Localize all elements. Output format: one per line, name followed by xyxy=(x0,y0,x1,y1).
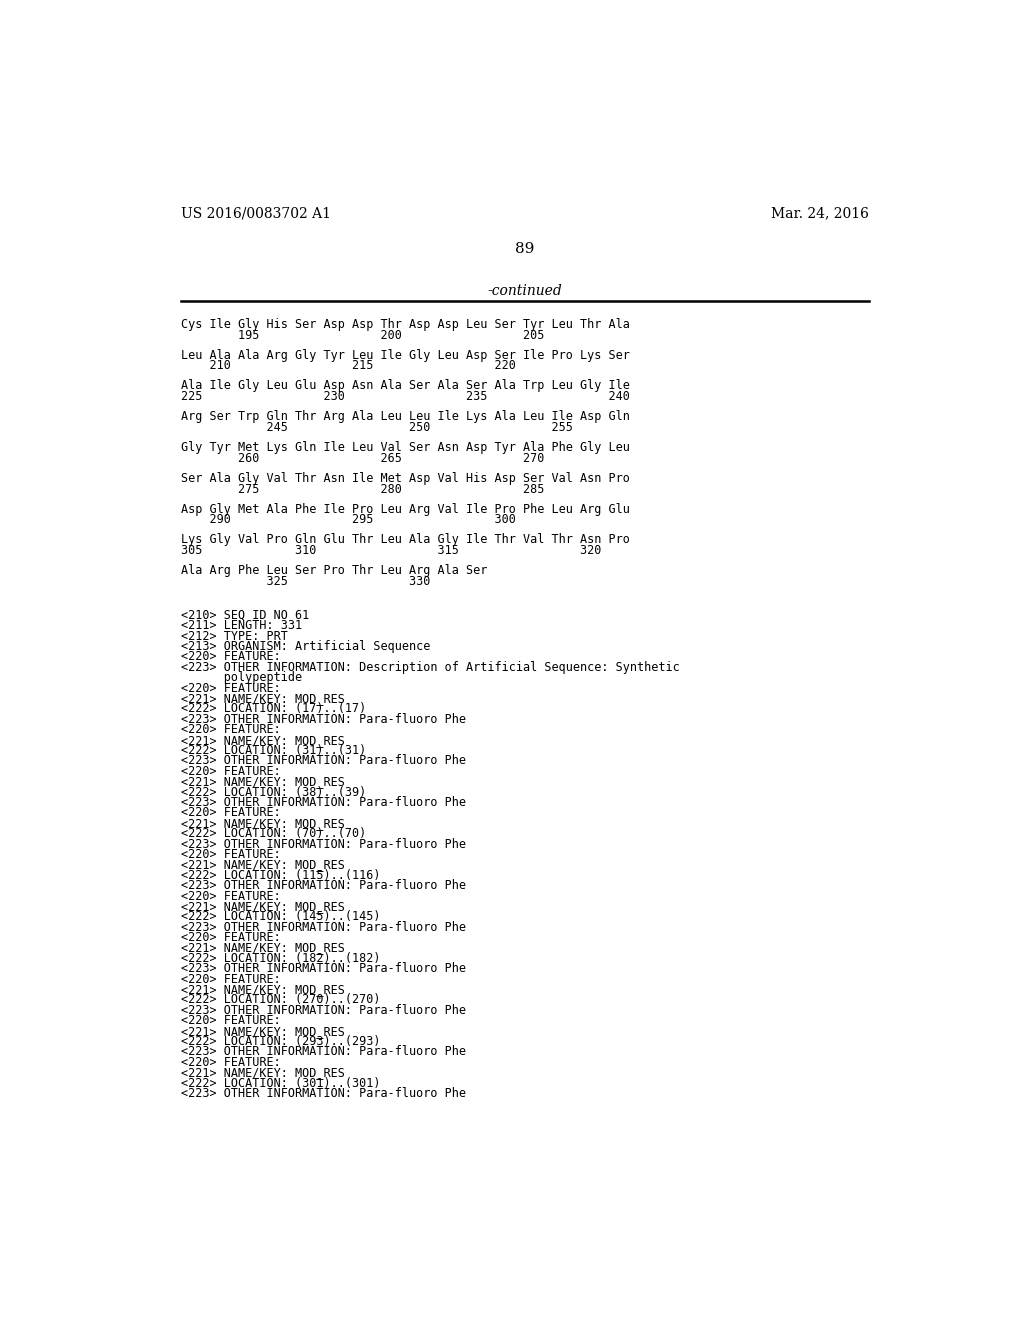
Text: <221> NAME/KEY: MOD_RES: <221> NAME/KEY: MOD_RES xyxy=(180,900,344,913)
Text: <221> NAME/KEY: MOD_RES: <221> NAME/KEY: MOD_RES xyxy=(180,775,344,788)
Text: <222> LOCATION: (115)..(116): <222> LOCATION: (115)..(116) xyxy=(180,869,380,882)
Text: <210> SEQ ID NO 61: <210> SEQ ID NO 61 xyxy=(180,609,309,622)
Text: 245                 250                 255: 245 250 255 xyxy=(180,421,572,434)
Text: polypeptide: polypeptide xyxy=(180,671,302,684)
Text: 305             310                 315                 320: 305 310 315 320 xyxy=(180,544,601,557)
Text: <212> TYPE: PRT: <212> TYPE: PRT xyxy=(180,630,288,643)
Text: <221> NAME/KEY: MOD_RES: <221> NAME/KEY: MOD_RES xyxy=(180,941,344,954)
Text: <220> FEATURE:: <220> FEATURE: xyxy=(180,847,281,861)
Text: <220> FEATURE:: <220> FEATURE: xyxy=(180,1014,281,1027)
Text: <211> LENGTH: 331: <211> LENGTH: 331 xyxy=(180,619,302,632)
Text: 89: 89 xyxy=(515,242,535,256)
Text: <222> LOCATION: (145)..(145): <222> LOCATION: (145)..(145) xyxy=(180,911,380,923)
Text: 260                 265                 270: 260 265 270 xyxy=(180,451,544,465)
Text: Mar. 24, 2016: Mar. 24, 2016 xyxy=(771,206,869,220)
Text: Asp Gly Met Ala Phe Ile Pro Leu Arg Val Ile Pro Phe Leu Arg Glu: Asp Gly Met Ala Phe Ile Pro Leu Arg Val … xyxy=(180,503,630,516)
Text: <223> OTHER INFORMATION: Para-fluoro Phe: <223> OTHER INFORMATION: Para-fluoro Phe xyxy=(180,1003,466,1016)
Text: <222> LOCATION: (70)..(70): <222> LOCATION: (70)..(70) xyxy=(180,828,366,840)
Text: <221> NAME/KEY: MOD_RES: <221> NAME/KEY: MOD_RES xyxy=(180,817,344,830)
Text: <220> FEATURE:: <220> FEATURE: xyxy=(180,651,281,664)
Text: Ala Ile Gly Leu Glu Asp Asn Ala Ser Ala Ser Ala Trp Leu Gly Ile: Ala Ile Gly Leu Glu Asp Asn Ala Ser Ala … xyxy=(180,379,630,392)
Text: <223> OTHER INFORMATION: Description of Artificial Sequence: Synthetic: <223> OTHER INFORMATION: Description of … xyxy=(180,661,680,673)
Text: <222> LOCATION: (17)..(17): <222> LOCATION: (17)..(17) xyxy=(180,702,366,715)
Text: <220> FEATURE:: <220> FEATURE: xyxy=(180,807,281,820)
Text: <221> NAME/KEY: MOD_RES: <221> NAME/KEY: MOD_RES xyxy=(180,1024,344,1038)
Text: <223> OTHER INFORMATION: Para-fluoro Phe: <223> OTHER INFORMATION: Para-fluoro Phe xyxy=(180,1088,466,1100)
Text: Leu Ala Ala Arg Gly Tyr Leu Ile Gly Leu Asp Ser Ile Pro Lys Ser: Leu Ala Ala Arg Gly Tyr Leu Ile Gly Leu … xyxy=(180,348,630,362)
Text: US 2016/0083702 A1: US 2016/0083702 A1 xyxy=(180,206,331,220)
Text: <223> OTHER INFORMATION: Para-fluoro Phe: <223> OTHER INFORMATION: Para-fluoro Phe xyxy=(180,879,466,892)
Text: Lys Gly Val Pro Gln Glu Thr Leu Ala Gly Ile Thr Val Thr Asn Pro: Lys Gly Val Pro Gln Glu Thr Leu Ala Gly … xyxy=(180,533,630,546)
Text: Cys Ile Gly His Ser Asp Asp Thr Asp Asp Leu Ser Tyr Leu Thr Ala: Cys Ile Gly His Ser Asp Asp Thr Asp Asp … xyxy=(180,318,630,331)
Text: 325                 330: 325 330 xyxy=(180,576,430,587)
Text: <222> LOCATION: (182)..(182): <222> LOCATION: (182)..(182) xyxy=(180,952,380,965)
Text: Gly Tyr Met Lys Gln Ile Leu Val Ser Asn Asp Tyr Ala Phe Gly Leu: Gly Tyr Met Lys Gln Ile Leu Val Ser Asn … xyxy=(180,441,630,454)
Text: <220> FEATURE:: <220> FEATURE: xyxy=(180,973,281,986)
Text: Ser Ala Gly Val Thr Asn Ile Met Asp Val His Asp Ser Val Asn Pro: Ser Ala Gly Val Thr Asn Ile Met Asp Val … xyxy=(180,471,630,484)
Text: <223> OTHER INFORMATION: Para-fluoro Phe: <223> OTHER INFORMATION: Para-fluoro Phe xyxy=(180,1045,466,1059)
Text: <223> OTHER INFORMATION: Para-fluoro Phe: <223> OTHER INFORMATION: Para-fluoro Phe xyxy=(180,962,466,975)
Text: 290                 295                 300: 290 295 300 xyxy=(180,513,515,527)
Text: <222> LOCATION: (31)..(31): <222> LOCATION: (31)..(31) xyxy=(180,744,366,756)
Text: <222> LOCATION: (301)..(301): <222> LOCATION: (301)..(301) xyxy=(180,1077,380,1089)
Text: <221> NAME/KEY: MOD_RES: <221> NAME/KEY: MOD_RES xyxy=(180,692,344,705)
Text: <222> LOCATION: (38)..(39): <222> LOCATION: (38)..(39) xyxy=(180,785,366,799)
Text: <220> FEATURE:: <220> FEATURE: xyxy=(180,890,281,903)
Text: 275                 280                 285: 275 280 285 xyxy=(180,483,544,495)
Text: <221> NAME/KEY: MOD_RES: <221> NAME/KEY: MOD_RES xyxy=(180,734,344,747)
Text: <220> FEATURE:: <220> FEATURE: xyxy=(180,931,281,944)
Text: <221> NAME/KEY: MOD_RES: <221> NAME/KEY: MOD_RES xyxy=(180,1067,344,1080)
Text: <220> FEATURE:: <220> FEATURE: xyxy=(180,1056,281,1069)
Text: <223> OTHER INFORMATION: Para-fluoro Phe: <223> OTHER INFORMATION: Para-fluoro Phe xyxy=(180,921,466,933)
Text: <223> OTHER INFORMATION: Para-fluoro Phe: <223> OTHER INFORMATION: Para-fluoro Phe xyxy=(180,796,466,809)
Text: Arg Ser Trp Gln Thr Arg Ala Leu Leu Ile Lys Ala Leu Ile Asp Gln: Arg Ser Trp Gln Thr Arg Ala Leu Leu Ile … xyxy=(180,411,630,424)
Text: 195                 200                 205: 195 200 205 xyxy=(180,329,544,342)
Text: <222> LOCATION: (293)..(293): <222> LOCATION: (293)..(293) xyxy=(180,1035,380,1048)
Text: -continued: -continued xyxy=(487,284,562,298)
Text: 225                 230                 235                 240: 225 230 235 240 xyxy=(180,391,630,403)
Text: <220> FEATURE:: <220> FEATURE: xyxy=(180,681,281,694)
Text: Ala Arg Phe Leu Ser Pro Thr Leu Arg Ala Ser: Ala Arg Phe Leu Ser Pro Thr Leu Arg Ala … xyxy=(180,564,487,577)
Text: <213> ORGANISM: Artificial Sequence: <213> ORGANISM: Artificial Sequence xyxy=(180,640,430,653)
Text: <223> OTHER INFORMATION: Para-fluoro Phe: <223> OTHER INFORMATION: Para-fluoro Phe xyxy=(180,755,466,767)
Text: <223> OTHER INFORMATION: Para-fluoro Phe: <223> OTHER INFORMATION: Para-fluoro Phe xyxy=(180,837,466,850)
Text: <223> OTHER INFORMATION: Para-fluoro Phe: <223> OTHER INFORMATION: Para-fluoro Phe xyxy=(180,713,466,726)
Text: <221> NAME/KEY: MOD_RES: <221> NAME/KEY: MOD_RES xyxy=(180,983,344,997)
Text: <220> FEATURE:: <220> FEATURE: xyxy=(180,723,281,737)
Text: <222> LOCATION: (270)..(270): <222> LOCATION: (270)..(270) xyxy=(180,994,380,1006)
Text: <221> NAME/KEY: MOD_RES: <221> NAME/KEY: MOD_RES xyxy=(180,858,344,871)
Text: 210                 215                 220: 210 215 220 xyxy=(180,359,515,372)
Text: <220> FEATURE:: <220> FEATURE: xyxy=(180,764,281,777)
